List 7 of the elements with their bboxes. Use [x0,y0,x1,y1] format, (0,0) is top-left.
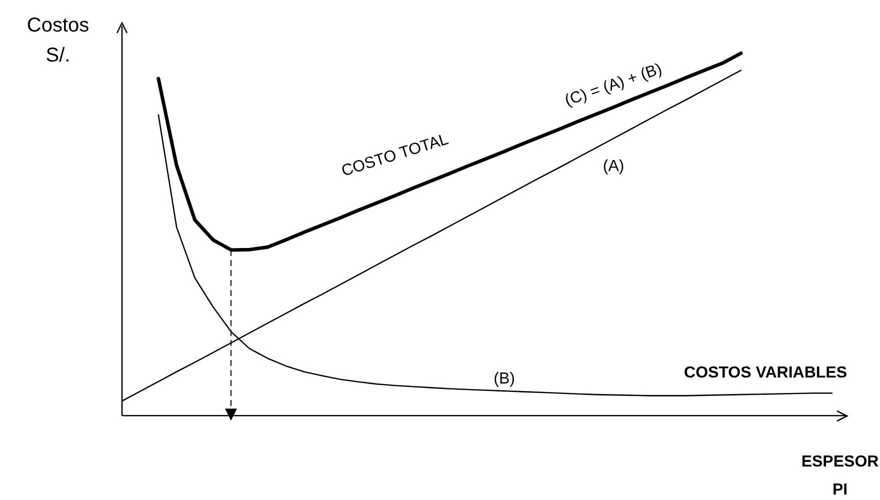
y-axis-title: Costos S/. [26,14,90,67]
series-label: (B) [494,370,515,388]
series-label: (A) [602,158,624,175]
x-axis-title: ESPESOR PI [801,453,880,498]
annotation: COSTOS VARIABLES [684,364,848,382]
text: (C) = (A) + (B) [562,60,664,110]
annotation: COSTO TOTAL [340,131,451,180]
